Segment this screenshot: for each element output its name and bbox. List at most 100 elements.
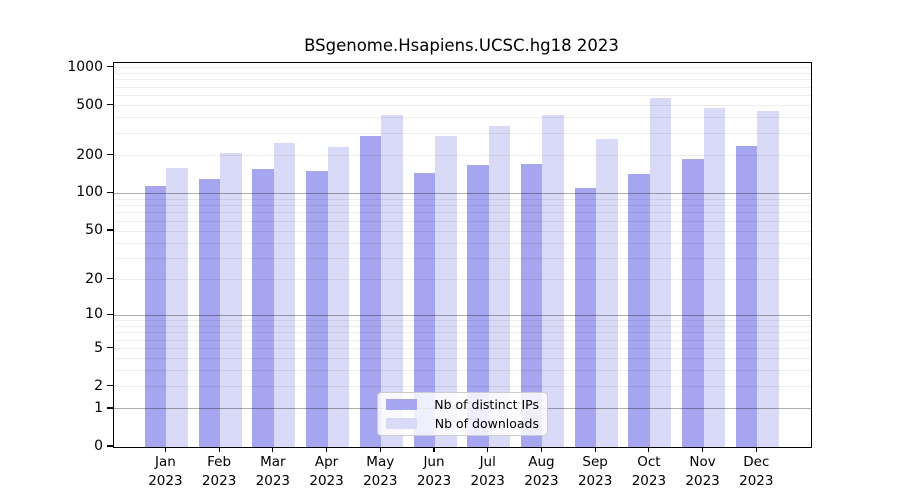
y-tick-label-0: 0 bbox=[94, 438, 103, 454]
gridline-200 bbox=[114, 155, 811, 157]
x-tick-label-feb: Feb 2023 bbox=[201, 454, 237, 489]
y-tick-label-1: 1 bbox=[94, 399, 103, 416]
y-tick-label-100: 100 bbox=[76, 184, 103, 201]
legend-label-downloads: Nb of downloads bbox=[434, 416, 539, 431]
y-tick-label-20: 20 bbox=[85, 270, 103, 287]
y-tick-label-200: 200 bbox=[76, 146, 103, 163]
y-tick-mark-200 bbox=[107, 154, 113, 156]
bar-downloads-aug bbox=[542, 114, 564, 447]
legend-item-distinct-ips: Nb of distinct IPs bbox=[386, 397, 539, 412]
legend-item-downloads: Nb of downloads bbox=[386, 416, 539, 431]
x-tick-mark-jan bbox=[164, 447, 166, 452]
x-tick-label-nov: Nov 2023 bbox=[685, 454, 720, 489]
x-tick-mark-dec bbox=[755, 447, 757, 452]
gridline-7 bbox=[114, 332, 811, 334]
bar-downloads-jun bbox=[435, 135, 457, 447]
x-tick-label-jan: Jan 2023 bbox=[148, 454, 183, 489]
gridline-300 bbox=[114, 133, 811, 135]
bar-ips-may bbox=[359, 135, 382, 447]
bar-downloads-feb bbox=[220, 152, 242, 447]
gridline-600 bbox=[114, 95, 811, 97]
bar-ips-oct bbox=[628, 173, 650, 447]
x-tick-mark-apr bbox=[325, 447, 328, 452]
bar-downloads-sep bbox=[596, 139, 618, 447]
x-tick-mark-sep bbox=[594, 447, 596, 452]
bar-downloads-apr bbox=[327, 146, 350, 447]
bar-ips-jul bbox=[467, 164, 489, 447]
y-tick-mark-10 bbox=[107, 313, 113, 315]
bar-ips-jun bbox=[413, 172, 435, 447]
x-tick-mark-mar bbox=[272, 447, 274, 452]
bar-downloads-may bbox=[381, 114, 403, 447]
gridline-4 bbox=[114, 358, 811, 360]
x-tick-label-sep: Sep 2023 bbox=[577, 454, 613, 489]
y-tick-label-10: 10 bbox=[85, 306, 103, 323]
gridline-5 bbox=[114, 348, 811, 350]
bar-downloads-nov bbox=[703, 107, 726, 447]
gridline-100 bbox=[114, 193, 811, 194]
x-tick-label-jun: Jun 2023 bbox=[416, 454, 452, 489]
x-tick-mark-aug bbox=[540, 447, 543, 452]
x-tick-label-aug: Aug 2023 bbox=[524, 454, 559, 489]
gridline-8 bbox=[114, 325, 811, 327]
y-tick-label-5: 5 bbox=[94, 339, 103, 356]
bar-downloads-jan bbox=[166, 167, 188, 447]
plot-area bbox=[113, 62, 812, 448]
bar-ips-feb bbox=[198, 179, 221, 447]
legend: Nb of distinct IPs Nb of downloads bbox=[377, 392, 548, 436]
x-tick-mark-jun bbox=[433, 447, 435, 452]
bar-downloads-mar bbox=[273, 142, 296, 447]
gridline-800 bbox=[114, 79, 811, 81]
gridline-40 bbox=[114, 242, 811, 244]
x-tick-mark-oct bbox=[648, 447, 650, 452]
y-tick-mark-1000 bbox=[107, 65, 113, 68]
y-tick-mark-1 bbox=[107, 407, 113, 409]
gridline-50 bbox=[114, 230, 811, 232]
bar-ips-sep bbox=[574, 187, 597, 447]
legend-label-distinct-ips: Nb of distinct IPs bbox=[434, 397, 539, 412]
gridline-90 bbox=[114, 198, 811, 200]
gridline-2 bbox=[114, 386, 811, 388]
y-tick-mark-50 bbox=[107, 229, 113, 231]
gridline-9 bbox=[114, 320, 811, 322]
bar-ips-dec bbox=[735, 145, 758, 447]
bar-ips-jan bbox=[144, 185, 167, 447]
legend-swatch-distinct-ips bbox=[386, 399, 417, 410]
gridline-700 bbox=[114, 86, 811, 88]
gridline-6 bbox=[114, 339, 811, 341]
chart-title: BSgenome.Hsapiens.UCSC.hg18 2023 bbox=[304, 36, 619, 55]
y-tick-label-1000: 1000 bbox=[67, 58, 103, 75]
x-tick-mark-may bbox=[379, 447, 381, 452]
x-tick-label-oct: Oct 2023 bbox=[631, 454, 667, 489]
y-tick-mark-100 bbox=[107, 191, 113, 194]
bar-ips-mar bbox=[252, 168, 274, 447]
gridline-1000 bbox=[114, 67, 811, 68]
gridline-60 bbox=[114, 220, 811, 222]
bar-ips-aug bbox=[520, 164, 543, 447]
bar-downloads-jul bbox=[488, 125, 511, 447]
bar-ips-nov bbox=[682, 159, 704, 447]
gridline-30 bbox=[114, 257, 811, 259]
y-tick-mark-0 bbox=[107, 445, 113, 447]
gridline-20 bbox=[114, 279, 811, 281]
gridline-70 bbox=[114, 212, 811, 214]
x-tick-label-dec: Dec 2023 bbox=[739, 454, 774, 489]
gridline-3 bbox=[114, 370, 811, 372]
gridline-400 bbox=[114, 117, 811, 119]
gridline-900 bbox=[114, 72, 811, 74]
x-tick-mark-nov bbox=[702, 447, 704, 452]
legend-swatch-downloads bbox=[386, 418, 417, 429]
y-tick-mark-500 bbox=[107, 103, 113, 106]
bar-ips-apr bbox=[306, 171, 328, 447]
y-tick-mark-20 bbox=[107, 278, 113, 280]
gridline-500 bbox=[114, 105, 811, 107]
y-tick-label-500: 500 bbox=[76, 96, 103, 113]
x-tick-mark-feb bbox=[218, 447, 220, 452]
x-tick-label-mar: Mar 2023 bbox=[255, 454, 290, 489]
x-tick-label-apr: Apr 2023 bbox=[309, 454, 344, 489]
bar-downloads-oct bbox=[649, 97, 672, 447]
y-tick-mark-5 bbox=[107, 346, 113, 349]
gridline-10 bbox=[114, 314, 811, 316]
x-tick-mark-jul bbox=[487, 447, 489, 452]
